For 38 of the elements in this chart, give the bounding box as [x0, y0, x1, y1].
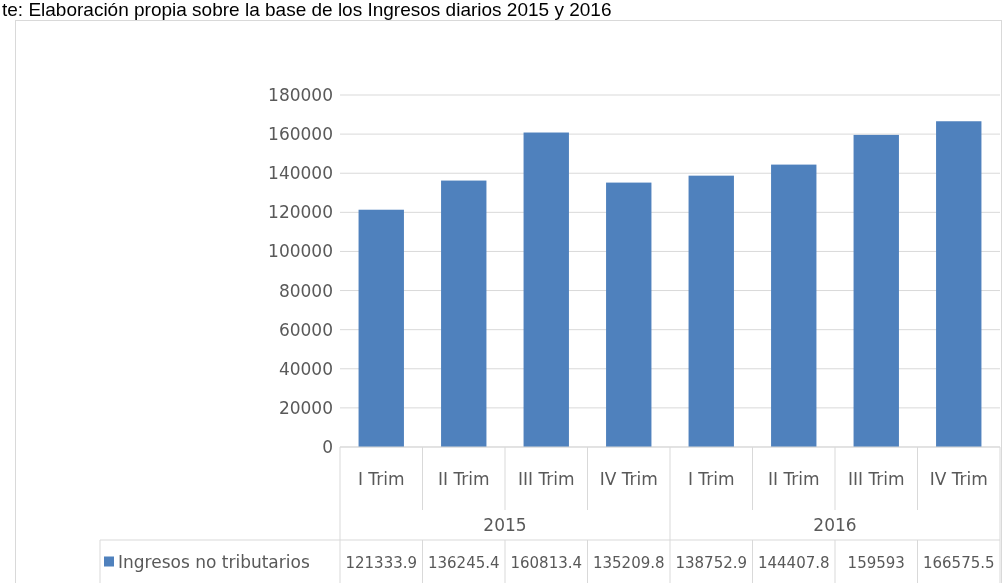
y-tick-label: 140000 — [268, 163, 333, 184]
bar — [523, 132, 569, 447]
data-label: 160813.4 — [510, 553, 583, 572]
bar — [358, 209, 404, 447]
y-tick-label: 100000 — [268, 241, 333, 262]
bar — [606, 182, 652, 447]
y-tick-label: 60000 — [278, 319, 333, 340]
x-tick-label: IV Trim — [929, 468, 988, 489]
data-label: 135209.8 — [592, 553, 665, 572]
y-tick-label: 80000 — [278, 280, 333, 301]
x-tick-label: II Trim — [437, 468, 490, 489]
data-label: 121333.9 — [345, 553, 418, 572]
y-tick-label: 0 — [322, 436, 333, 457]
y-tick-label: 180000 — [268, 84, 333, 105]
text: 2015 — [483, 515, 527, 535]
data-label: 144407.8 — [757, 553, 830, 572]
data-label: 138752.9 — [675, 553, 748, 572]
x-tick-label: III Trim — [517, 468, 575, 489]
bar — [688, 175, 734, 447]
x-tick-label: I Trim — [687, 468, 735, 489]
x-tick-label: IV Trim — [599, 468, 658, 489]
y-tick-label: 160000 — [268, 124, 333, 145]
legend-label: Ingresos no tributarios — [118, 551, 310, 572]
y-tick-label: 120000 — [268, 202, 333, 223]
data-label: 166575.5 — [922, 553, 995, 572]
y-tick-label: 20000 — [278, 397, 333, 418]
text: 2016 — [813, 515, 857, 535]
bar — [853, 134, 899, 447]
data-label: 136245.4 — [427, 553, 500, 572]
x-tick-label: I Trim — [357, 468, 405, 489]
x-tick-label: II Trim — [767, 468, 820, 489]
bar — [441, 180, 487, 447]
bar — [771, 164, 817, 447]
data-label: 159593 — [847, 553, 905, 572]
text: te: Elaboración propia sobre la base de los Ingresos diarios 2015 y 2016 — [2, 0, 612, 20]
bar — [936, 121, 982, 447]
x-tick-label: III Trim — [847, 468, 905, 489]
y-tick-label: 40000 — [278, 358, 333, 379]
